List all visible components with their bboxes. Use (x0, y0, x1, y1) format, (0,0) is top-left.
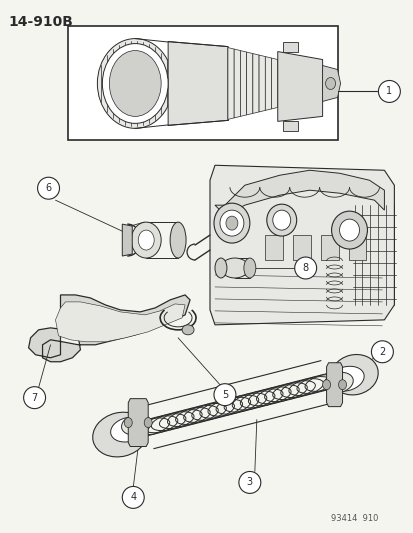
Circle shape (238, 472, 260, 494)
Text: 1: 1 (385, 86, 392, 96)
Ellipse shape (110, 417, 145, 442)
Text: 6: 6 (45, 183, 52, 193)
Polygon shape (128, 399, 148, 447)
Polygon shape (252, 53, 259, 114)
Text: 8: 8 (302, 263, 308, 273)
Ellipse shape (93, 412, 147, 457)
Text: 93414  910: 93414 910 (330, 514, 377, 523)
Bar (292, 235, 310, 260)
Ellipse shape (182, 325, 194, 335)
Polygon shape (240, 51, 246, 116)
Ellipse shape (322, 379, 330, 390)
Polygon shape (122, 224, 132, 256)
Ellipse shape (330, 354, 377, 395)
Ellipse shape (339, 219, 358, 241)
Circle shape (294, 257, 316, 279)
Polygon shape (277, 52, 322, 122)
Polygon shape (322, 66, 340, 101)
Ellipse shape (243, 258, 255, 278)
Text: 4: 4 (130, 492, 136, 503)
Ellipse shape (214, 258, 226, 278)
Text: 5: 5 (221, 390, 228, 400)
Bar (348, 235, 366, 260)
Ellipse shape (214, 203, 249, 243)
Ellipse shape (124, 417, 132, 427)
Ellipse shape (325, 77, 335, 90)
Polygon shape (265, 56, 271, 110)
Bar (320, 235, 338, 260)
Polygon shape (55, 302, 185, 342)
Circle shape (24, 386, 45, 409)
Ellipse shape (272, 210, 290, 230)
Polygon shape (209, 165, 394, 325)
Circle shape (377, 80, 399, 102)
Polygon shape (228, 47, 234, 119)
Ellipse shape (144, 417, 152, 427)
Ellipse shape (323, 373, 352, 393)
Circle shape (38, 177, 59, 199)
Text: 14-910B: 14-910B (9, 15, 74, 29)
Ellipse shape (121, 414, 151, 435)
Ellipse shape (266, 204, 296, 236)
Ellipse shape (225, 216, 237, 230)
Ellipse shape (102, 44, 168, 123)
Bar (264, 235, 282, 260)
Ellipse shape (221, 258, 248, 278)
Ellipse shape (219, 210, 243, 236)
Polygon shape (214, 170, 384, 215)
Ellipse shape (328, 366, 363, 391)
Text: 7: 7 (31, 393, 38, 402)
Polygon shape (246, 52, 252, 115)
Text: 2: 2 (378, 347, 385, 357)
Ellipse shape (331, 211, 367, 249)
Ellipse shape (170, 222, 185, 258)
Polygon shape (282, 122, 297, 131)
Text: 3: 3 (246, 478, 252, 488)
Polygon shape (271, 58, 277, 109)
Polygon shape (234, 49, 240, 118)
Ellipse shape (109, 51, 161, 116)
Circle shape (122, 487, 144, 508)
Ellipse shape (338, 379, 346, 390)
Circle shape (370, 341, 392, 363)
Ellipse shape (97, 38, 173, 128)
Polygon shape (28, 295, 190, 362)
Polygon shape (259, 55, 265, 112)
Polygon shape (168, 42, 228, 125)
Polygon shape (282, 42, 297, 52)
Circle shape (214, 384, 235, 406)
Ellipse shape (138, 230, 154, 250)
Ellipse shape (131, 222, 161, 258)
Polygon shape (326, 363, 342, 407)
Bar (68, 26, 337, 140)
